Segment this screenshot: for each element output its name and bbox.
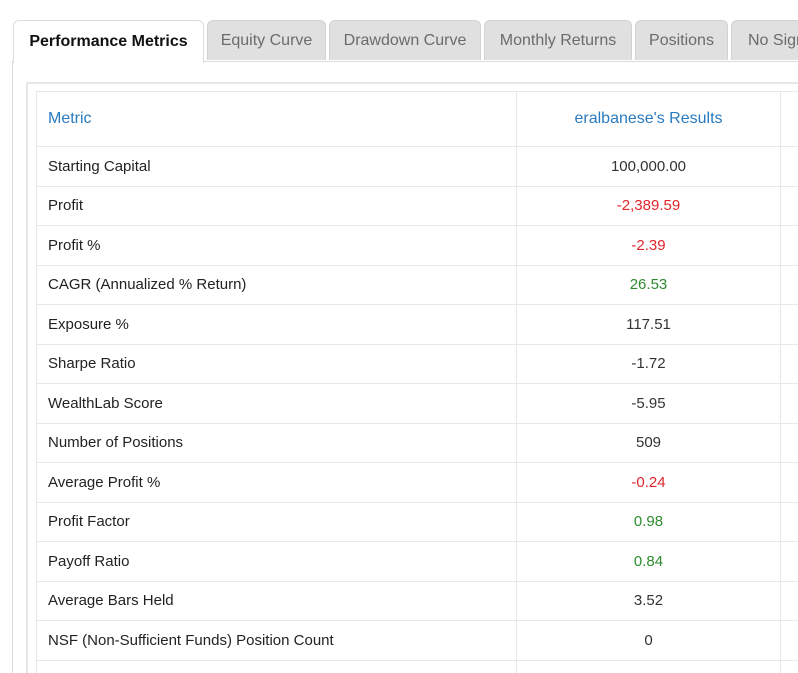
table-row: WealthLab Score -5.95 — [37, 384, 798, 424]
column-header-results[interactable]: eralbanese's Results — [517, 92, 781, 146]
metric-name: Exposure % — [37, 305, 517, 344]
metric-name: Sharpe Ratio — [37, 344, 517, 383]
table-row: Average Profit % -0.24 — [37, 463, 798, 503]
extra-cell — [781, 226, 798, 265]
table-row: NSF (Non-Sufficient Funds) Position Coun… — [37, 621, 798, 661]
metric-name: NSF (Non-Sufficient Funds) Position Coun… — [37, 621, 517, 660]
column-header-metric[interactable]: Metric — [37, 92, 517, 146]
extra-cell — [781, 463, 798, 502]
tab-equity-curve[interactable]: Equity Curve — [207, 20, 326, 60]
metric-value: 509 — [517, 423, 781, 462]
tab-no-signals[interactable]: No Sign — [731, 20, 798, 60]
metrics-table: Metric eralbanese's Results Starting Cap… — [36, 91, 798, 673]
metric-name: Number of Positions — [37, 423, 517, 462]
extra-cell — [781, 147, 798, 186]
extra-cell — [781, 621, 798, 660]
extra-cell — [781, 424, 798, 463]
metric-name: WealthLab Score — [37, 384, 517, 423]
metric-value: 100,000.00 — [517, 147, 781, 186]
extra-cell — [781, 384, 798, 423]
metric-name: Starting Capital — [37, 147, 517, 186]
metric-name: Payoff Ratio — [37, 542, 517, 581]
metric-value: 117.51 — [517, 305, 781, 344]
metric-value: 3.52 — [517, 581, 781, 620]
table-row: Payoff Ratio 0.84 — [37, 542, 798, 582]
extra-cell — [781, 542, 798, 581]
metric-value: 0.98 — [517, 502, 781, 541]
metric-value: -0.24 — [517, 463, 781, 502]
metric-name: Profit — [37, 186, 517, 225]
table-row: Starting Capital 100,000.00 — [37, 147, 798, 187]
extra-cell — [781, 582, 798, 621]
table-row: Exposure % 117.51 — [37, 305, 798, 345]
metric-name: Average Bars Held — [37, 581, 517, 620]
table-row — [37, 660, 798, 673]
tab-performance-metrics[interactable]: Performance Metrics — [13, 20, 204, 63]
metric-value — [517, 660, 781, 673]
metrics-frame — [26, 82, 798, 673]
metric-value: 26.53 — [517, 265, 781, 304]
metric-name — [37, 660, 517, 673]
metric-name: Profit % — [37, 226, 517, 265]
column-header-extra — [781, 92, 798, 146]
metric-value: -5.95 — [517, 384, 781, 423]
metric-name: Average Profit % — [37, 463, 517, 502]
extra-cell — [781, 661, 798, 673]
tab-monthly-returns[interactable]: Monthly Returns — [484, 20, 632, 60]
metric-value: -2.39 — [517, 226, 781, 265]
table-row: Profit -2,389.59 — [37, 186, 798, 226]
metric-value: -2,389.59 — [517, 186, 781, 225]
extra-cell — [781, 266, 798, 305]
tab-positions[interactable]: Positions — [635, 20, 728, 60]
table-row: Number of Positions 509 — [37, 423, 798, 463]
metric-value: 0.84 — [517, 542, 781, 581]
extra-cell — [781, 345, 798, 384]
table-row: Profit % -2.39 — [37, 226, 798, 266]
metric-value: -1.72 — [517, 344, 781, 383]
table-row: Average Bars Held 3.52 — [37, 581, 798, 621]
metric-name: CAGR (Annualized % Return) — [37, 265, 517, 304]
extra-cell — [781, 187, 798, 226]
tab-drawdown-curve[interactable]: Drawdown Curve — [329, 20, 481, 60]
table-header-row: Metric eralbanese's Results — [37, 92, 798, 147]
tab-bar: Performance Metrics Equity Curve Drawdow… — [0, 0, 798, 63]
table-row: Sharpe Ratio -1.72 — [37, 344, 798, 384]
table-row: CAGR (Annualized % Return) 26.53 — [37, 265, 798, 305]
extra-cell — [781, 503, 798, 542]
extra-cell — [781, 305, 798, 344]
metric-value: 0 — [517, 621, 781, 660]
table-row: Profit Factor 0.98 — [37, 502, 798, 542]
metric-name: Profit Factor — [37, 502, 517, 541]
